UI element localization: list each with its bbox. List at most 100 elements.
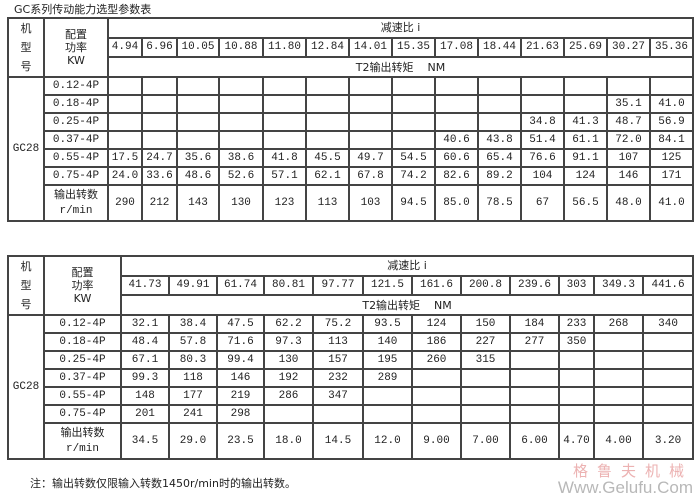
- torque-cell: 38.6: [218, 148, 264, 168]
- torque-cell: 277: [509, 332, 560, 352]
- torque-cell: 48.7: [606, 112, 651, 132]
- speed-cell: 123: [262, 184, 307, 222]
- torque-cell: [218, 112, 264, 132]
- watermark-cn: 格鲁夫机械: [572, 462, 693, 480]
- power-header-line: 功率: [71, 279, 94, 292]
- torque-cell: 157: [312, 350, 364, 370]
- torque-cell: 104: [520, 166, 565, 186]
- power-cell: 0.55-4P: [43, 148, 109, 168]
- ratio-cell: 11.80: [262, 36, 307, 59]
- torque-cell: [563, 94, 608, 114]
- torque-cell: 71.6: [216, 332, 265, 352]
- torque-cell: 93.5: [362, 314, 413, 334]
- watermark: 格鲁夫机械 Www.Gelufu.Com: [558, 460, 693, 498]
- torque-cell: [305, 76, 350, 96]
- torque-cell: [477, 76, 522, 96]
- torque-cell: [641, 350, 695, 370]
- ratio-cell: 121.5: [362, 274, 413, 297]
- model-cell: GC28: [7, 76, 45, 222]
- torque-cell: [460, 386, 511, 406]
- torque-header: T2输出转矩 NM: [107, 56, 694, 78]
- torque-cell: 241: [168, 404, 218, 424]
- torque-cell: [141, 130, 178, 150]
- torque-cell: [434, 112, 479, 132]
- torque-cell: [305, 112, 350, 132]
- ratio-cell: 14.01: [348, 36, 393, 59]
- speed-cell: 41.0: [649, 184, 694, 222]
- torque-cell: 76.6: [520, 148, 565, 168]
- torque-cell: 146: [216, 368, 265, 388]
- ratio-header: 减速比 i: [107, 17, 694, 39]
- speed-cell: 85.0: [434, 184, 479, 222]
- speed-cell: 6.00: [509, 422, 560, 460]
- torque-cell: 34.8: [520, 112, 565, 132]
- speed-header-line: r/min: [59, 205, 93, 217]
- ratio-cell: 10.88: [218, 36, 264, 59]
- torque-cell: [593, 386, 644, 406]
- torque-cell: 61.1: [563, 130, 608, 150]
- torque-cell: [641, 332, 695, 352]
- ratio-row: 41.73 49.91 61.74 80.81 97.77 121.5 161.6 200.8…: [8, 274, 695, 297]
- speed-cell: 212: [141, 184, 178, 222]
- torque-cell: [262, 112, 307, 132]
- torque-cell: 41.8: [262, 148, 307, 168]
- torque-cell: [520, 94, 565, 114]
- torque-cell: [641, 368, 695, 388]
- ratio-cell: 4.94: [107, 36, 143, 59]
- torque-cell: 315: [460, 350, 511, 370]
- torque-cell: [509, 368, 560, 388]
- torque-cell: [262, 130, 307, 150]
- speed-cell: 34.5: [120, 422, 170, 460]
- torque-cell: [558, 368, 595, 388]
- torque-cell: 49.7: [348, 148, 393, 168]
- torque-cell: [141, 76, 178, 96]
- watermark-url: Www.Gelufu.Com: [557, 478, 693, 497]
- torque-cell: 52.6: [218, 166, 264, 186]
- torque-cell: [391, 94, 436, 114]
- torque-cell: 48.6: [176, 166, 220, 186]
- speed-cell: 29.0: [168, 422, 218, 460]
- torque-cell: [348, 130, 393, 150]
- torque-cell: [563, 76, 608, 96]
- torque-cell: [312, 404, 364, 424]
- torque-cell: [411, 368, 462, 388]
- torque-cell: 56.9: [649, 112, 694, 132]
- torque-cell: [509, 350, 560, 370]
- torque-cell: 148: [120, 386, 170, 406]
- ratio-cell: 61.74: [216, 274, 265, 297]
- table-row: 0.55-4P 148 177 219 286 347: [8, 386, 695, 406]
- torque-cell: [558, 404, 595, 424]
- torque-cell: [305, 130, 350, 150]
- ratio-cell: 21.63: [520, 36, 565, 59]
- ratio-row: 4.94 6.96 10.05 10.88 11.80 12.84 14.01 15.35 17…: [8, 36, 694, 59]
- torque-cell: 233: [558, 314, 595, 334]
- torque-cell: 17.5: [107, 148, 143, 168]
- table-row: 0.18-4P 35.1 41.0: [8, 94, 694, 114]
- torque-cell: 38.4: [168, 314, 218, 334]
- speed-row: 输出转数 r/min 290 212 143 130 123 113 103 94.5 85.0 78…: [8, 184, 694, 222]
- torque-cell: [218, 76, 264, 96]
- speed-cell: 67: [520, 184, 565, 222]
- torque-cell: 54.5: [391, 148, 436, 168]
- speed-cell: 48.0: [606, 184, 651, 222]
- table-row: 0.37-4P 40.6 43.8 51.4 61.1 72.0 84.1: [8, 130, 694, 150]
- torque-cell: 65.4: [477, 148, 522, 168]
- ratio-cell: 441.6: [641, 274, 695, 297]
- torque-header: T2输出转矩 NM: [119, 294, 695, 316]
- torque-cell: 41.0: [649, 94, 694, 114]
- torque-cell: 43.8: [477, 130, 522, 150]
- torque-cell: 89.2: [477, 166, 522, 186]
- power-cell: 0.12-4P: [43, 314, 122, 334]
- speed-cell: 23.5: [216, 422, 265, 460]
- torque-cell: 298: [216, 404, 265, 424]
- torque-header-row: T2输出转矩 NM: [8, 56, 694, 78]
- torque-cell: [391, 76, 436, 96]
- torque-cell: [558, 386, 595, 406]
- speed-header: 输出转数 r/min: [43, 422, 122, 460]
- torque-cell: 75.2: [312, 314, 364, 334]
- torque-cell: 35.1: [606, 94, 651, 114]
- torque-cell: [641, 386, 695, 406]
- power-header: 配置 功率 KW: [43, 255, 122, 316]
- torque-cell: [460, 404, 511, 424]
